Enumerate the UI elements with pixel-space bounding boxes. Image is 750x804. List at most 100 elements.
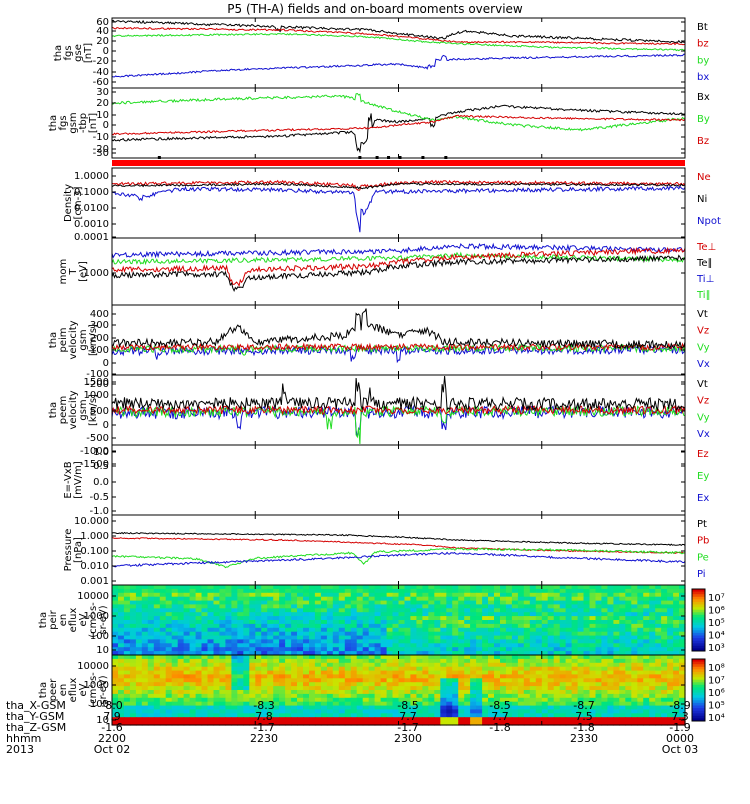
legend-label: Vy — [697, 412, 710, 423]
legend-label: Vt — [697, 309, 708, 320]
series-line — [111, 185, 686, 233]
y-axis-label: gse — [73, 44, 84, 62]
y-axis-label: T — [68, 268, 79, 276]
y-tick-label: 10.000 — [74, 516, 109, 527]
legend-label: Ne — [697, 172, 711, 183]
axis-cell: Oct 02 — [93, 743, 131, 756]
y-tick-label: 100 — [90, 699, 109, 710]
y-axis-label: fgs — [58, 115, 69, 130]
y-tick-label: 0.0100 — [74, 203, 109, 214]
series-line — [111, 531, 686, 547]
colorbar-label: 10³ — [708, 643, 725, 654]
axis-cell: -1.6 — [101, 721, 123, 734]
y-tick-label: 0.001 — [80, 576, 109, 587]
y-axis-label: sr-eV) — [98, 675, 109, 704]
colorbar-label: 10⁵ — [708, 701, 725, 712]
legend-label: Ti∥ — [696, 290, 711, 301]
y-axis-label: tha — [38, 682, 49, 698]
series-line — [111, 251, 686, 266]
y-tick-label: 10 — [96, 645, 109, 656]
legend-label: Vz — [697, 326, 709, 337]
y-tick-label: 0 — [103, 46, 109, 57]
y-axis-label: [nPa] — [73, 537, 84, 563]
y-tick-label: 60 — [96, 17, 109, 28]
y-tick-label: 0.0001 — [74, 232, 109, 243]
y-tick-label: 100 — [90, 631, 109, 642]
y-tick-label: -20 — [93, 56, 109, 67]
y-tick-label: 0.5 — [93, 461, 109, 472]
y-tick-label: -0.5 — [89, 492, 109, 503]
y-tick-label: 20 — [96, 98, 109, 109]
colorbar-label: 10⁷ — [708, 676, 725, 687]
y-tick-label: 400 — [90, 309, 109, 320]
axis-table-row: 2013 Oct 02 Oct 03 — [6, 744, 750, 755]
series-line — [111, 53, 686, 78]
y-axis-label: (cm²-s- — [88, 602, 99, 638]
y-axis-label: [mV/m] — [73, 461, 84, 499]
y-axis-label: tha — [48, 332, 59, 348]
series-line — [111, 551, 686, 568]
legend-label: bz — [697, 39, 709, 50]
plot-title: P5 (TH-A) fields and on-board moments ov… — [227, 2, 523, 16]
y-tick-label: -100 — [86, 369, 109, 380]
colorbar-label: 10⁶ — [708, 688, 725, 699]
axis-cell: -8.3 — [253, 699, 275, 712]
series-line — [111, 308, 686, 350]
axis-cell: 7.7 — [491, 710, 509, 723]
series-line — [111, 26, 686, 46]
y-axis-label: [nT] — [88, 113, 99, 133]
y-axis-label: [km/s] — [88, 324, 99, 356]
y-axis-label: Density — [63, 184, 74, 222]
axis-table-row: hhmm 2200 2230 2300 2330 0000 — [6, 733, 750, 744]
panel-frame — [111, 444, 686, 516]
y-tick-label: 10 — [96, 110, 109, 121]
y-axis-label: peem — [58, 396, 69, 424]
legend-label: Pi — [697, 569, 706, 580]
orbit-axis-table: tha_X-GSM -8.0 -8.3 -8.5 -8.5 -8.7 -8.9 tha_Y-G… — [6, 700, 750, 795]
legend-label: Npot — [697, 216, 721, 227]
legend-label: Pt — [697, 519, 707, 530]
spectrogram-peir-spec — [112, 585, 686, 656]
y-tick-label: 40 — [96, 26, 109, 37]
y-axis-label: en — [58, 684, 69, 697]
y-axis-label: gsm — [78, 329, 89, 350]
y-axis-label: eV — [78, 613, 89, 626]
axis-cell: -1.8 — [489, 721, 511, 734]
y-tick-label: 0.1000 — [74, 187, 109, 198]
colorbar-label: 10⁷ — [708, 593, 725, 604]
legend-label: Pe — [697, 552, 709, 563]
y-tick-label: 1000 — [84, 390, 109, 401]
legend-label: Bx — [697, 92, 710, 103]
legend-label: Vx — [697, 359, 710, 370]
legend-label: Vz — [697, 396, 709, 407]
axis-cell: -8.5 — [489, 699, 511, 712]
y-axis-label: eflux — [68, 608, 79, 633]
series-line — [111, 182, 686, 190]
y-tick-label: 300 — [90, 320, 109, 331]
legend-label: By — [697, 114, 710, 125]
axis-cell: 2300 — [394, 732, 422, 745]
y-tick-label: 1000 — [84, 680, 109, 691]
axis-row-label: tha_Y-GSM — [6, 710, 65, 723]
y-axis-label: peir — [48, 609, 59, 629]
y-axis-label: Pressure — [63, 529, 74, 572]
panel-frame — [111, 514, 686, 586]
axis-row-label: tha_Z-GSM — [6, 721, 67, 734]
axis-row-label: tha_X-GSM — [6, 699, 66, 712]
panel-peem-velocity: 1500 1000 500 0 -500 -1000 -1500 tha peem velocit… — [48, 374, 710, 470]
y-tick-label: -500 — [86, 433, 109, 444]
y-axis-label: velocity — [68, 320, 79, 359]
y-tick-label: 10000 — [77, 591, 109, 602]
y-tick-label: -20 — [93, 144, 109, 155]
axis-row-label: hhmm — [6, 732, 42, 745]
axis-table-row: tha_Z-GSM -1.6 -1.7 -1.7 -1.8 -1.8 -1.9 — [6, 722, 750, 733]
axis-cell: -1.9 — [669, 721, 691, 734]
y-tick-label: -1000 — [80, 446, 109, 457]
y-tick-label: -60 — [93, 77, 109, 88]
y-axis-label: [cm-3] — [73, 186, 84, 219]
